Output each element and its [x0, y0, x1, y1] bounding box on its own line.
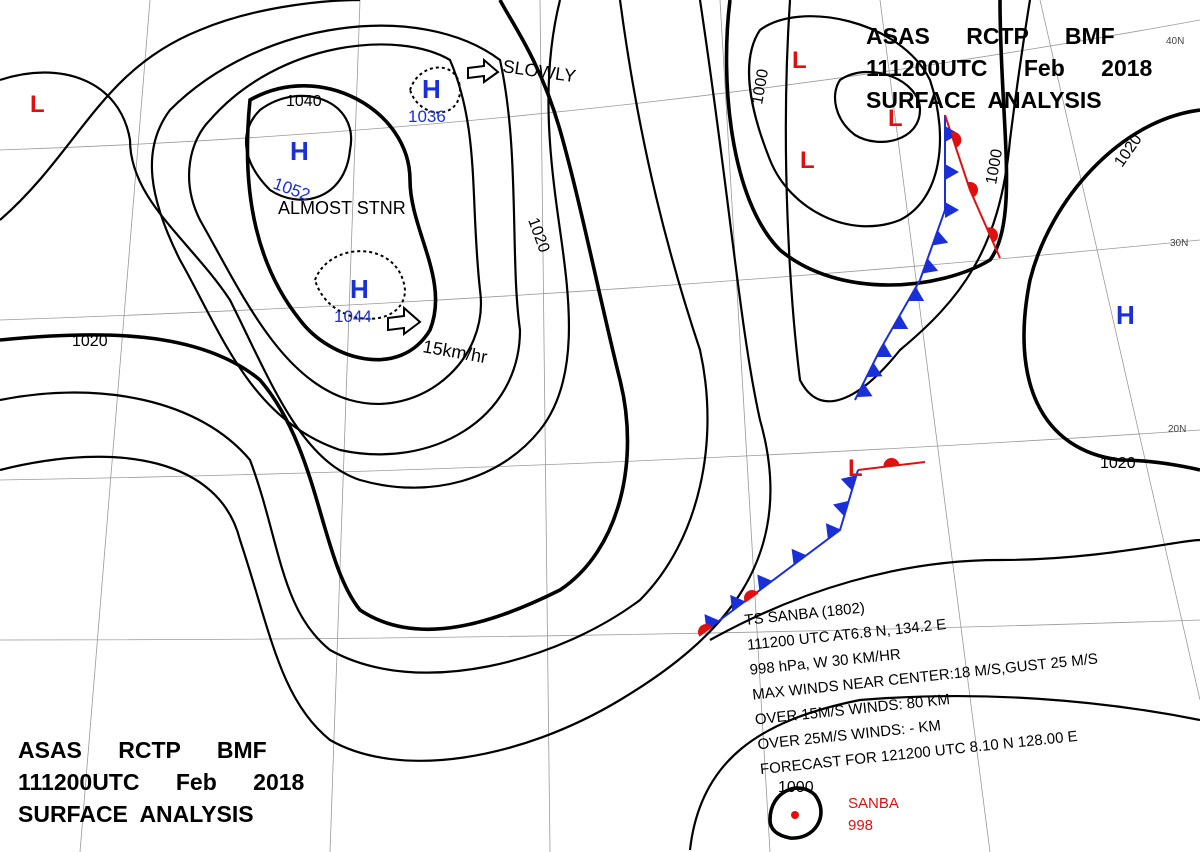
isobar: [724, 0, 1009, 287]
front-triangle: [876, 343, 893, 357]
typhoon-center: [791, 811, 799, 819]
low-symbol: L: [848, 455, 863, 482]
front-triangle: [825, 523, 841, 540]
front-semicircle: [698, 624, 713, 637]
isobar: [0, 0, 361, 221]
isobar: [0, 0, 571, 489]
arrow: [467, 57, 500, 84]
isobar: [784, 0, 1032, 403]
high-symbol: H: [422, 74, 441, 104]
isobar: [833, 70, 922, 143]
latitude-label: 30N: [1170, 238, 1188, 249]
motion-arrows: [387, 57, 500, 336]
meridian: [879, 0, 991, 852]
front-triangle: [945, 164, 959, 180]
meridian: [1039, 0, 1200, 701]
isobar-label: 1020: [72, 333, 108, 350]
header-time: 111200UTC Feb 2018: [866, 55, 1153, 81]
isobar: [0, 0, 772, 762]
isobar: [709, 538, 1200, 641]
low-symbol: L: [888, 105, 903, 132]
arrow: [387, 305, 422, 336]
isobar: [188, 43, 483, 405]
isobar-label: 1000: [983, 148, 1006, 186]
latitude-label: 20N: [1168, 424, 1186, 435]
latitude-label: 40N: [1166, 36, 1184, 47]
isobar: [150, 24, 522, 456]
typhoon-name: SANBA: [848, 795, 899, 812]
isobar-label: 1000: [749, 68, 772, 106]
header-title: ASAS RCTP BMF: [18, 737, 267, 763]
low-symbol: L: [30, 91, 45, 118]
front-semicircle: [966, 182, 978, 198]
meridian: [719, 0, 771, 852]
high-symbol: H: [1116, 300, 1135, 330]
front-semicircle: [986, 227, 998, 243]
typhoon-pressure: 998: [848, 817, 873, 834]
front-semicircle: [883, 458, 900, 467]
isobar: [0, 0, 630, 632]
header-title: ASAS RCTP BMF: [866, 23, 1115, 49]
meridian: [539, 0, 551, 852]
front-semicircle: [950, 132, 962, 148]
low-symbol: L: [792, 47, 807, 74]
parallel: [0, 619, 1200, 641]
isobar-dotted: [313, 250, 407, 320]
front-triangle: [892, 315, 909, 329]
headers: ASAS RCTP BMF 111200UTC Feb 2018 SURFACE…: [18, 23, 1153, 827]
latitude-labels: 40N 30N 20N: [1166, 36, 1188, 435]
low-symbol: L: [800, 147, 815, 174]
annotation: ALMOST STNR: [278, 198, 406, 218]
isobar-label: 1040: [286, 93, 322, 110]
front-triangle: [856, 382, 873, 398]
isobar: [748, 15, 942, 228]
front-triangle: [932, 230, 949, 246]
isobar: [688, 694, 1200, 851]
front-triangle: [791, 548, 807, 565]
isobar-label: 1020: [1100, 455, 1136, 472]
isobar: [0, 0, 709, 674]
front-triangle: [840, 475, 857, 491]
center-pressure: 1036: [408, 107, 446, 126]
isobar: [1022, 108, 1200, 472]
front-triangle: [757, 574, 773, 591]
high-symbol: H: [350, 274, 369, 304]
high-symbol: H: [290, 136, 309, 166]
front-triangle: [833, 500, 849, 517]
center-pressure: 1044: [334, 307, 372, 326]
front-triangle: [945, 202, 959, 218]
header-subtitle: SURFACE ANALYSIS: [18, 801, 254, 827]
isobar: [245, 83, 438, 362]
front-triangle: [730, 594, 745, 611]
isobar-label: 1000: [778, 779, 814, 796]
header-time: 111200UTC Feb 2018: [18, 769, 305, 795]
isobar-dotted: [408, 66, 462, 114]
front-triangle: [908, 287, 925, 301]
front-triangle: [922, 258, 939, 274]
front-semicircle: [744, 590, 759, 603]
meridian: [329, 0, 361, 852]
fronts: [698, 114, 1001, 637]
meridian: [79, 0, 151, 852]
front-triangle: [866, 362, 883, 378]
parallel: [0, 429, 1200, 481]
header-subtitle: SURFACE ANALYSIS: [866, 87, 1102, 113]
isobar: [768, 786, 823, 840]
